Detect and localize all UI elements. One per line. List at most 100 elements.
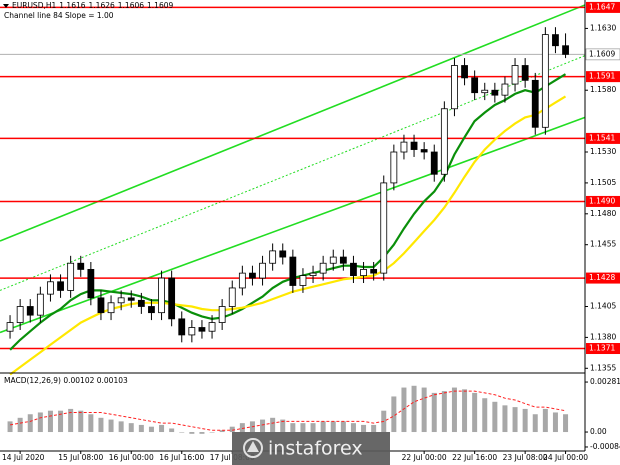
level-label: 1.1647 [589,2,615,11]
x-tick-label: 16 Jul 00:00 [109,453,154,462]
macd-bar [260,419,266,433]
candle-body [117,297,125,304]
macd-bar [532,414,538,433]
candle-body [350,262,357,277]
candle-body [178,318,186,336]
candle-body [410,141,418,150]
candle-body [552,34,559,47]
macd-bar [411,385,417,433]
macd-bar [290,423,296,433]
watermark-logo-mark [247,441,259,452]
macd-bar [340,421,346,433]
candle-body [279,250,287,258]
macd-bar [138,424,144,433]
channel-line [0,55,586,291]
y-tick-label: 1.1530 [590,147,616,156]
candle-body [339,256,347,264]
macd-bar [229,426,235,433]
candle-body [67,262,75,291]
level-label-box [586,343,620,355]
y-tick-label: 1.1630 [590,23,616,32]
watermark-box [232,432,390,465]
macd-bar [401,387,407,433]
menu-icon [3,4,9,8]
plot-layer: 1.1355 1.1380 1.1405 1.1455 1.1480 1.1505 1.15… [0,4,616,434]
header-close: 1.1609 [147,1,173,10]
x-tick-label: 16 Jul 16:00 [159,453,204,462]
channel-line [0,116,586,334]
candle-body [430,151,438,175]
y-tick-label: 1.1355 [590,363,616,372]
macd-bar [502,405,508,433]
candle-body [531,79,539,128]
candle-body [47,281,54,295]
macd-tick-label: -0.00084 [590,442,620,451]
macd-bar [472,392,478,433]
candle-body [370,269,378,274]
candle-body [562,45,569,55]
candle-body [36,293,44,316]
candle-body [228,287,236,307]
chart-subtitle: Channel line 84 Slope = 1.00 [4,11,114,20]
candle-body [218,306,226,323]
macd-bar [330,421,336,433]
candle-body [451,65,458,110]
candle-body [461,65,468,79]
macd-bar [118,421,124,433]
macd-signal [10,390,566,431]
candle-body [137,299,145,307]
x-tick-label: 22 Jul 16:00 [452,453,497,462]
macd-bar [512,407,518,433]
y-tick-label: 1.1405 [590,301,616,310]
macd-bar [128,423,134,433]
macd-bar [219,430,225,433]
candle-body [77,262,85,270]
x-tick-label: 14 Jul 2020 [2,453,45,462]
macd-bar [98,417,104,433]
y-tick-label: 1.1580 [590,85,616,94]
candle-body [420,149,428,153]
macd-bar [37,412,43,433]
macd-bar [68,408,74,433]
candle-body [360,269,367,277]
level-label: 1.1490 [589,196,615,205]
macd-tick-label: 0.00 [590,427,607,436]
candle-body [541,34,549,128]
macd-bar [199,432,205,434]
candle-body [329,256,337,264]
candle-body [97,297,105,314]
candle-body [238,272,246,289]
candle-body [148,306,155,314]
macd-label: MACD(12,26,9) 0.00102 0.00103 [4,376,128,385]
candle-body [87,269,95,299]
candle-body [269,250,277,264]
macd-bar [17,417,23,433]
macd-bar [421,387,427,433]
macd-bar [270,417,276,433]
candle-body [249,272,256,279]
macd-bar [552,412,558,433]
macd-bar [391,396,397,433]
y-tick-label: 1.1505 [590,178,616,187]
candle-body [16,306,24,323]
x-tick-label: 23 Jul 08:00 [503,453,548,462]
candle-body [289,256,297,286]
macd-bar [361,424,367,433]
x-tick-label: 22 Jul 00:00 [402,453,447,462]
candle-body [501,83,509,96]
level-label: 1.1541 [589,133,615,142]
current-price-box [585,48,620,61]
header-high: 1.1626 [89,1,115,10]
macd-bar [441,391,447,433]
level-label-box [586,71,620,83]
candle-body [390,151,398,184]
candle-body [188,327,196,336]
candle-body [481,89,489,94]
macd-bar [108,419,114,433]
candle-body [380,182,388,274]
symbol: EURUSD,H1 [12,1,56,10]
level-label-box [586,272,620,284]
candle-body [259,262,266,279]
